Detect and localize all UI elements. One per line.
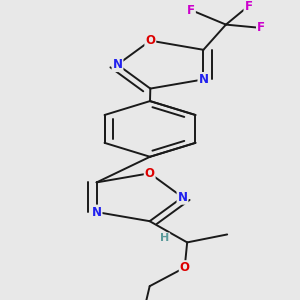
Text: N: N <box>178 191 188 204</box>
Text: O: O <box>145 34 155 47</box>
Text: F: F <box>257 21 265 34</box>
Text: N: N <box>112 58 122 71</box>
Text: O: O <box>180 261 190 274</box>
Text: F: F <box>187 4 195 16</box>
Text: O: O <box>145 167 155 180</box>
Text: N: N <box>92 206 102 218</box>
Text: N: N <box>198 73 208 86</box>
Text: F: F <box>244 0 252 13</box>
Text: H: H <box>160 233 169 243</box>
